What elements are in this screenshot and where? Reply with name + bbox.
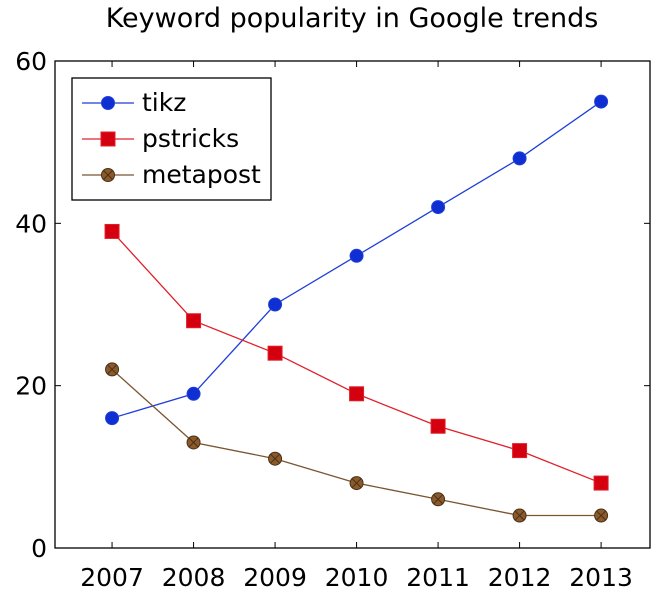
data-point-tikz — [512, 151, 527, 166]
legend-entry-pstricks: pstricks — [82, 124, 239, 153]
legend-entry-tikz: tikz — [82, 88, 186, 117]
chart-title: Keyword popularity in Google trends — [106, 3, 599, 34]
y-tick-label: 40 — [15, 209, 47, 238]
data-point-metapost — [186, 435, 201, 450]
y-tick-label: 20 — [15, 372, 47, 401]
data-point-metapost-cross-b — [433, 494, 444, 505]
data-point-metapost — [431, 492, 446, 507]
data-point-tikz — [105, 411, 120, 426]
data-point-tikz — [186, 386, 201, 401]
data-point-metapost — [268, 451, 283, 466]
series-pstricks — [104, 223, 609, 491]
data-point-tikz — [594, 94, 609, 109]
data-point-metapost — [105, 362, 120, 377]
legend-marker-metapost-cross-b — [103, 170, 113, 180]
data-point-pstricks — [267, 345, 283, 361]
data-point-pstricks — [186, 313, 202, 329]
series-line-pstricks — [111, 231, 602, 484]
x-tick-label: 2007 — [80, 563, 144, 592]
x-tick-label: 2012 — [488, 563, 552, 592]
data-point-pstricks — [430, 418, 446, 434]
data-point-pstricks — [349, 386, 365, 402]
legend-label-tikz: tikz — [142, 88, 186, 117]
data-point-metapost-cross-b — [596, 510, 607, 521]
data-point-metapost-cross-b — [351, 478, 362, 489]
y-tick-label: 60 — [15, 47, 47, 76]
data-point-pstricks — [593, 475, 609, 491]
legend-marker-metapost — [101, 168, 115, 182]
data-point-pstricks — [104, 223, 120, 239]
x-tick-label: 2010 — [325, 563, 389, 592]
x-tick-label: 2008 — [162, 563, 226, 592]
legend: tikz pstricks metapost — [71, 77, 272, 201]
y-tick-label: 0 — [31, 534, 47, 563]
data-point-metapost-cross-b — [270, 453, 281, 464]
data-point-metapost — [594, 508, 609, 523]
data-point-metapost — [512, 508, 527, 523]
legend-marker-pstricks — [100, 131, 116, 147]
legend-marker-tikz — [101, 96, 115, 110]
legend-label-metapost: metapost — [142, 160, 261, 189]
plot-frame — [54, 60, 651, 549]
data-point-tikz — [431, 200, 446, 215]
x-tick-label: 2013 — [569, 563, 633, 592]
data-point-metapost-cross-b — [107, 364, 118, 375]
data-point-pstricks — [512, 443, 528, 459]
legend-entry-metapost: metapost — [82, 160, 261, 189]
axis-ticks: 0 20 40 60 2007 2008 2009 2010 2011 2012 2013 — [15, 47, 650, 592]
x-tick-label: 2009 — [243, 563, 307, 592]
series-group — [104, 94, 609, 523]
legend-label-pstricks: pstricks — [142, 124, 239, 153]
x-tick-label: 2011 — [406, 563, 470, 592]
data-point-tikz — [349, 248, 364, 263]
data-point-metapost-cross-b — [188, 437, 199, 448]
series-tikz — [105, 94, 609, 426]
data-point-tikz — [268, 297, 283, 312]
series-metapost — [105, 362, 609, 523]
data-point-metapost — [349, 476, 364, 491]
data-point-metapost-cross-b — [514, 510, 525, 521]
